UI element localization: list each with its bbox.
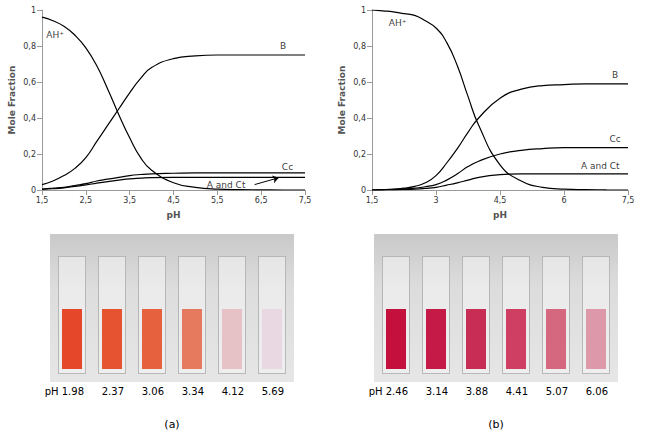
html-text:3.14: 3.14	[425, 386, 448, 397]
html-text:5.07: 5.07	[545, 386, 568, 397]
svg-text:Mole Fraction: Mole Fraction	[7, 66, 17, 135]
html-text:pH 1.98: pH 1.98	[44, 386, 84, 397]
svg-text:0,6: 0,6	[23, 78, 36, 87]
html-text:4.12: 4.12	[221, 386, 244, 397]
svg-text:1: 1	[31, 6, 36, 15]
svg-text:3,5: 3,5	[123, 196, 136, 205]
svg-text:B: B	[280, 41, 286, 51]
svg-text:A and Ct: A and Ct	[207, 180, 246, 190]
svg-text:AH⁺: AH⁺	[46, 30, 64, 40]
svg-text:1: 1	[361, 6, 366, 15]
svg-text:1,5: 1,5	[366, 196, 379, 205]
svg-text:pH: pH	[493, 210, 507, 220]
svg-text:0: 0	[361, 186, 366, 195]
html-text:3.88: 3.88	[465, 386, 488, 397]
svg-text:7,5: 7,5	[299, 196, 312, 205]
svg-text:0,2: 0,2	[23, 150, 36, 159]
svg-text:0,2: 0,2	[353, 150, 366, 159]
svg-text:3: 3	[433, 196, 438, 205]
svg-text:4,5: 4,5	[167, 196, 180, 205]
svg-text:Mole Fraction: Mole Fraction	[337, 66, 347, 135]
html-text:(a): (a)	[164, 418, 180, 431]
svg-text:pH: pH	[167, 210, 181, 220]
html-text:3.34: 3.34	[181, 386, 204, 397]
svg-text:4,5: 4,5	[494, 196, 507, 205]
svg-text:Cc: Cc	[282, 162, 293, 172]
svg-text:2,5: 2,5	[79, 196, 92, 205]
html-text:(b): (b)	[488, 418, 504, 431]
svg-text:0,8: 0,8	[353, 42, 366, 51]
svg-text:0,8: 0,8	[23, 42, 36, 51]
svg-text:B: B	[612, 70, 618, 80]
svg-text:6: 6	[561, 196, 566, 205]
svg-text:A and Ct: A and Ct	[581, 161, 620, 171]
html-text:pH 2.46: pH 2.46	[368, 386, 408, 397]
html-text:4.41: 4.41	[505, 386, 528, 397]
svg-text:Cc: Cc	[610, 134, 621, 144]
svg-text:1,5: 1,5	[36, 196, 49, 205]
html-text:3.06: 3.06	[141, 386, 164, 397]
svg-text:6,5: 6,5	[255, 196, 268, 205]
svg-text:0,4: 0,4	[353, 114, 366, 123]
svg-text:0,4: 0,4	[23, 114, 36, 123]
svg-text:0: 0	[31, 186, 36, 195]
html-text:2.37: 2.37	[101, 386, 124, 397]
svg-text:5,5: 5,5	[211, 196, 224, 205]
svg-text:7,5: 7,5	[622, 196, 635, 205]
svg-text:0,6: 0,6	[353, 78, 366, 87]
html-text:5.69: 5.69	[261, 386, 284, 397]
html-text:6.06: 6.06	[585, 386, 608, 397]
svg-text:AH⁺: AH⁺	[389, 18, 407, 28]
